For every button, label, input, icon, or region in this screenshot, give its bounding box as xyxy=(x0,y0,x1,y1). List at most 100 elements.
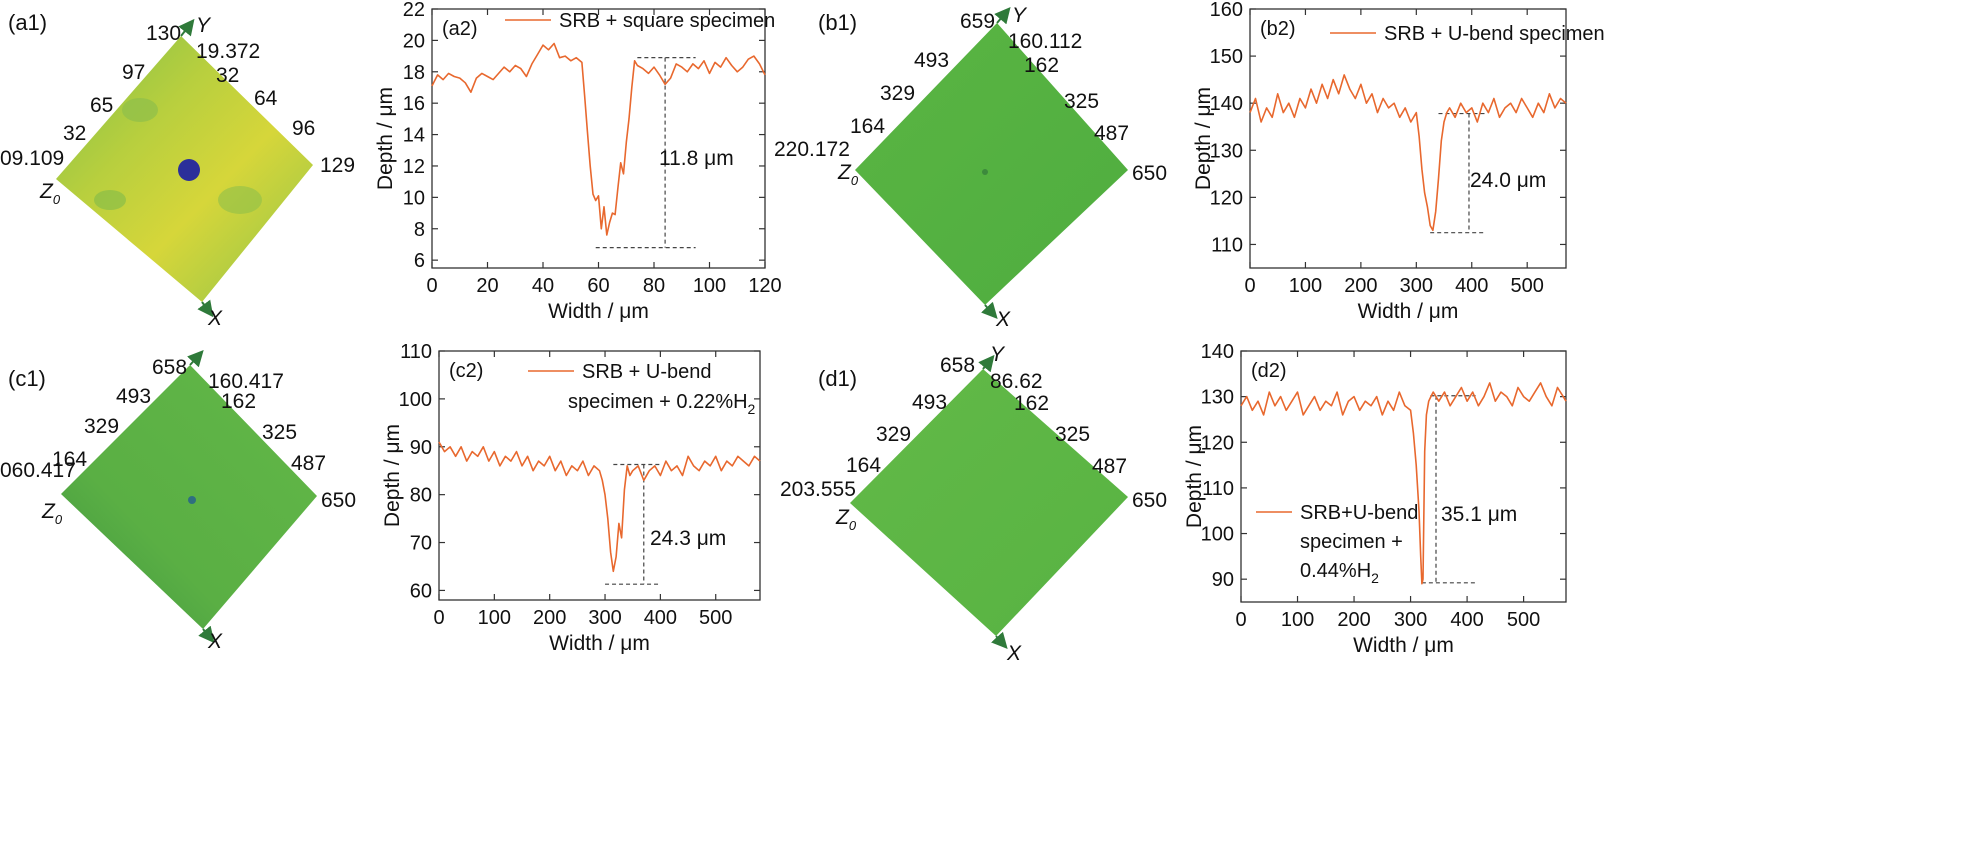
panel-label: (b2) xyxy=(1260,18,1296,40)
panel-label: (c2) xyxy=(449,360,483,382)
x-tick-label: 300 xyxy=(1400,275,1433,297)
panel-label: (a1) xyxy=(8,10,47,35)
panel-label: (d2) xyxy=(1251,360,1287,382)
x-tick-label: 60 xyxy=(587,275,609,297)
left-tick: 164 xyxy=(850,115,885,138)
y-tick-label: 100 xyxy=(399,389,432,411)
y-tick-label: 100 xyxy=(1201,524,1234,546)
y-tick-label: 14 xyxy=(403,125,425,147)
x-tick-label: 0 xyxy=(426,275,437,297)
depth-profile-line xyxy=(438,441,761,573)
legend-label: 0.44%H2 xyxy=(1300,560,1379,586)
legend-subscript: 2 xyxy=(748,401,756,417)
y-tick-label: 120 xyxy=(1201,432,1234,454)
z-axis-label: Z0 xyxy=(41,500,63,527)
right-tick: 325 xyxy=(1055,423,1090,446)
panel-label: (a2) xyxy=(442,18,478,40)
z-axis-label: Z0 xyxy=(835,506,857,533)
x-tick-label: 500 xyxy=(1511,275,1544,297)
legend-label: SRB+U-bend xyxy=(1300,502,1418,524)
map-a1: (a1) Y 130 19.372 09.109 129 X Z0 32 65 … xyxy=(0,10,355,330)
left-tick: 329 xyxy=(880,82,915,105)
y-tick-label: 10 xyxy=(403,187,425,209)
y-axis-arrow xyxy=(186,350,204,368)
legend-label: SRB + square specimen xyxy=(559,10,775,32)
x-tick-label: 500 xyxy=(1507,609,1540,631)
chart-b2: 0 100 200 300 400 500 110 120 130 140 150 160 Width … xyxy=(1192,0,1605,323)
x-tick-label: 0 xyxy=(433,607,444,629)
y-tick-label: 6 xyxy=(414,250,425,272)
x-axis-arrow xyxy=(197,299,214,318)
x-axis-label: X xyxy=(207,307,223,330)
y-tick-label: 8 xyxy=(414,219,425,241)
chart-c2: 0 100 200 300 400 500 60 70 80 90 100 110 Width / μm… xyxy=(381,341,761,655)
map-b1: (b1) Y 659 160.112 220.172 650 X Z0 164 … xyxy=(774,4,1167,331)
z-axis-label: Z0 xyxy=(39,180,61,207)
y-tick-label: 110 xyxy=(1202,478,1234,500)
y-tick-label: 110 xyxy=(400,341,432,363)
right-tick: 32 xyxy=(216,64,239,87)
y-axis-label: Y xyxy=(1012,4,1028,27)
right-tick: 325 xyxy=(1064,90,1099,113)
depth-profile-line xyxy=(1240,382,1567,585)
y-axis-arrow xyxy=(994,6,1011,25)
map-patch xyxy=(218,186,262,214)
y-tick-label: 90 xyxy=(1212,569,1234,591)
y-tick-label: 60 xyxy=(410,580,432,602)
y-tick-label: 22 xyxy=(403,0,425,21)
z-max-label: 160.112 xyxy=(1008,30,1082,53)
y-tick-label: 130 xyxy=(1210,140,1243,162)
y-tick-label: 150 xyxy=(1210,46,1243,68)
left-tick: 97 xyxy=(122,61,145,84)
x-max-label: 129 xyxy=(320,154,355,177)
y-tick-label: 80 xyxy=(410,485,432,507)
x-tick-label: 40 xyxy=(532,275,554,297)
surface-map-b1 xyxy=(855,23,1128,305)
depth-annotation: 35.1 μm xyxy=(1441,503,1517,526)
y-axis-label: Y xyxy=(196,14,212,37)
x-max-label: 650 xyxy=(1132,489,1167,512)
left-tick: 493 xyxy=(912,391,947,414)
left-tick: 493 xyxy=(914,49,949,72)
y-axis-title: Depth / μm xyxy=(1192,87,1215,190)
y-axis-title: Depth / μm xyxy=(1183,425,1206,528)
y-tick-label: 12 xyxy=(403,156,425,178)
x-tick-label: 300 xyxy=(588,607,621,629)
legend-label: specimen + xyxy=(1300,531,1403,553)
right-tick: 162 xyxy=(1014,392,1049,415)
map-c1: (c1) 658 160.417 060.417 650 X Z0 164 32… xyxy=(0,350,356,653)
x-tick-label: 100 xyxy=(478,607,511,629)
plot-frame xyxy=(1240,350,1567,603)
x-tick-label: 100 xyxy=(693,275,726,297)
legend-label: SRB + U-bend xyxy=(582,361,712,383)
x-max-label: 650 xyxy=(1132,162,1167,185)
y-axis-title: Depth / μm xyxy=(381,424,404,527)
x-tick-label: 0 xyxy=(1235,609,1246,631)
panel-label: (d1) xyxy=(818,366,857,391)
x-axis-title: Width / μm xyxy=(1358,300,1459,323)
x-tick-label: 500 xyxy=(699,607,732,629)
pit-spot xyxy=(982,169,988,175)
right-tick: 325 xyxy=(262,421,297,444)
x-tick-label: 100 xyxy=(1289,275,1322,297)
pit-spot xyxy=(188,496,196,504)
y-tick-label: 110 xyxy=(1211,234,1243,256)
z-max-label: 19.372 xyxy=(196,40,260,63)
x-axis-title: Width / μm xyxy=(549,632,650,655)
right-tick: 162 xyxy=(221,390,256,413)
x-tick-label: 400 xyxy=(1450,609,1483,631)
x-tick-label: 200 xyxy=(533,607,566,629)
x-tick-label: 80 xyxy=(643,275,665,297)
right-tick: 162 xyxy=(1024,54,1059,77)
right-tick: 64 xyxy=(254,87,278,110)
x-tick-label: 300 xyxy=(1394,609,1427,631)
x-axis-label: X xyxy=(1006,642,1022,665)
y-tick-label: 16 xyxy=(403,93,425,115)
y-tick-label: 18 xyxy=(403,62,425,84)
map-d1: (d1) Y 658 86.62 203.555 650 X Z0 164 32… xyxy=(780,343,1167,665)
y-tick-label: 140 xyxy=(1201,341,1234,363)
z-value-label: 203.555 xyxy=(780,478,856,501)
pit-blue xyxy=(178,159,200,181)
z-value-label: 09.109 xyxy=(0,147,64,170)
